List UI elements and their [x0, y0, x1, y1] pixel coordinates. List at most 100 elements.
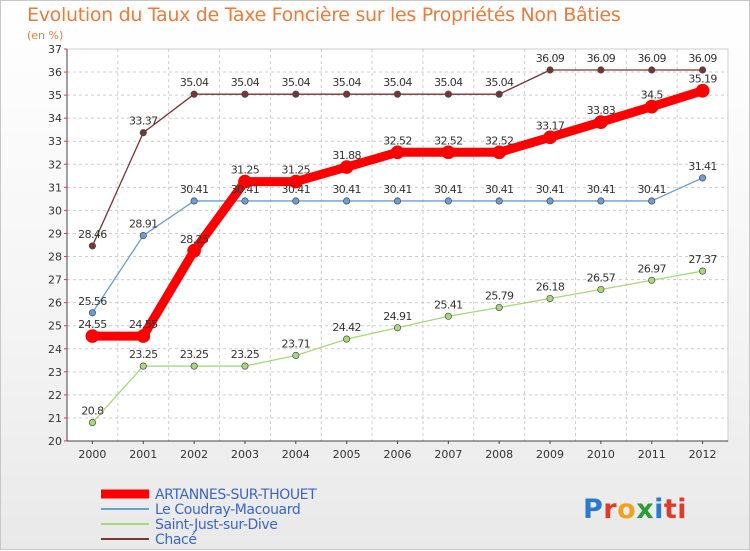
x-tick-label: 2005: [333, 448, 361, 461]
data-point: [288, 174, 303, 189]
data-label: 24.55: [129, 318, 158, 331]
data-point: [139, 129, 147, 137]
data-label: 36.09: [688, 52, 717, 65]
y-tick-label: 25: [48, 320, 62, 333]
data-point: [648, 197, 656, 205]
data-point: [343, 335, 351, 343]
data-label: 33.83: [587, 104, 616, 117]
data-label: 30.41: [231, 183, 260, 196]
data-point: [88, 419, 96, 427]
data-label: 30.41: [332, 183, 361, 196]
y-tick-label: 20: [48, 435, 62, 448]
data-label: 32.52: [383, 134, 412, 147]
data-label: 20.8: [81, 405, 104, 418]
data-label: 25.41: [434, 298, 463, 311]
legend-label: ARTANNES-SUR-THOUET: [155, 487, 317, 503]
data-point: [597, 285, 605, 294]
data-label: 23.25: [129, 348, 158, 361]
data-point: [441, 145, 456, 160]
data-label: 24.42: [332, 321, 361, 334]
y-tick-label: 37: [48, 43, 62, 56]
data-label: 35.19: [688, 73, 717, 86]
x-tick-label: 2001: [129, 448, 157, 461]
data-label: 33.17: [536, 119, 565, 132]
data-point: [393, 324, 402, 332]
data-point: [492, 145, 507, 160]
data-label: 26.57: [587, 272, 616, 285]
chart-unit: (en %): [27, 29, 64, 42]
data-label: 35.04: [180, 76, 209, 89]
proxiti-logo: Proxiti: [583, 494, 688, 525]
data-point: [139, 362, 147, 370]
y-tick-label: 28: [48, 251, 62, 264]
x-tick-label: 2010: [587, 448, 615, 461]
y-tick-label: 29: [48, 227, 62, 240]
data-point: [190, 90, 198, 98]
data-point: [292, 197, 300, 205]
data-point: [85, 329, 100, 343]
data-point: [699, 267, 707, 275]
y-tick-label: 22: [48, 389, 62, 402]
data-point: [190, 197, 198, 205]
data-label: 28.25: [180, 233, 209, 246]
data-label: 31.41: [688, 160, 717, 173]
data-label: 35.04: [485, 76, 514, 89]
data-point: [343, 197, 351, 205]
data-point: [648, 66, 656, 74]
data-point: [390, 145, 405, 160]
data-label: 30.41: [485, 183, 514, 196]
data-point: [594, 115, 608, 129]
legend-label: Saint-Just-sur-Dive: [155, 517, 277, 533]
data-point: [644, 99, 659, 114]
x-tick-label: 2012: [689, 448, 717, 461]
data-label: 35.04: [332, 76, 361, 89]
data-point: [190, 362, 198, 370]
x-tick-label: 2007: [434, 448, 462, 461]
data-label: 33.37: [129, 115, 158, 128]
x-tick-label: 2006: [384, 448, 412, 461]
data-point: [597, 197, 605, 205]
data-label: 32.52: [485, 134, 514, 147]
data-point: [695, 83, 710, 98]
x-tick-label: 2008: [485, 448, 513, 461]
data-point: [546, 294, 554, 303]
data-point: [444, 90, 452, 98]
x-tick-label: 2009: [536, 448, 564, 461]
data-point: [241, 362, 249, 370]
x-tick-label: 2003: [231, 448, 259, 461]
data-label: 36.09: [587, 52, 616, 65]
y-tick-label: 32: [48, 158, 62, 171]
data-point: [495, 197, 503, 205]
data-point: [139, 231, 147, 240]
data-label: 35.04: [383, 76, 412, 89]
data-point: [393, 90, 402, 98]
x-tick-label: 2011: [638, 448, 666, 461]
data-label: 31.88: [332, 149, 361, 162]
y-tick-label: 26: [48, 297, 62, 310]
data-point: [241, 90, 249, 98]
y-tick-label: 30: [48, 204, 62, 217]
y-tick-label: 35: [48, 89, 62, 102]
data-point: [343, 90, 351, 98]
data-label: 36.09: [536, 52, 565, 65]
data-label: 30.41: [637, 183, 666, 196]
data-point: [393, 197, 402, 205]
data-point: [292, 90, 300, 98]
data-label: 25.79: [485, 289, 514, 302]
y-tick-label: 31: [48, 181, 62, 194]
x-tick-label: 2004: [282, 448, 310, 461]
data-point: [241, 197, 249, 205]
data-point: [88, 242, 96, 250]
data-label: 30.41: [536, 183, 565, 196]
data-point: [444, 197, 452, 205]
data-point: [238, 174, 252, 189]
data-label: 31.25: [231, 164, 260, 177]
x-tick-label: 2002: [180, 448, 208, 461]
data-label: 30.41: [383, 183, 412, 196]
data-label: 28.46: [78, 228, 107, 241]
data-point: [444, 312, 452, 320]
y-tick-label: 21: [48, 412, 62, 425]
data-point: [543, 130, 557, 145]
data-label: 23.25: [231, 348, 260, 361]
